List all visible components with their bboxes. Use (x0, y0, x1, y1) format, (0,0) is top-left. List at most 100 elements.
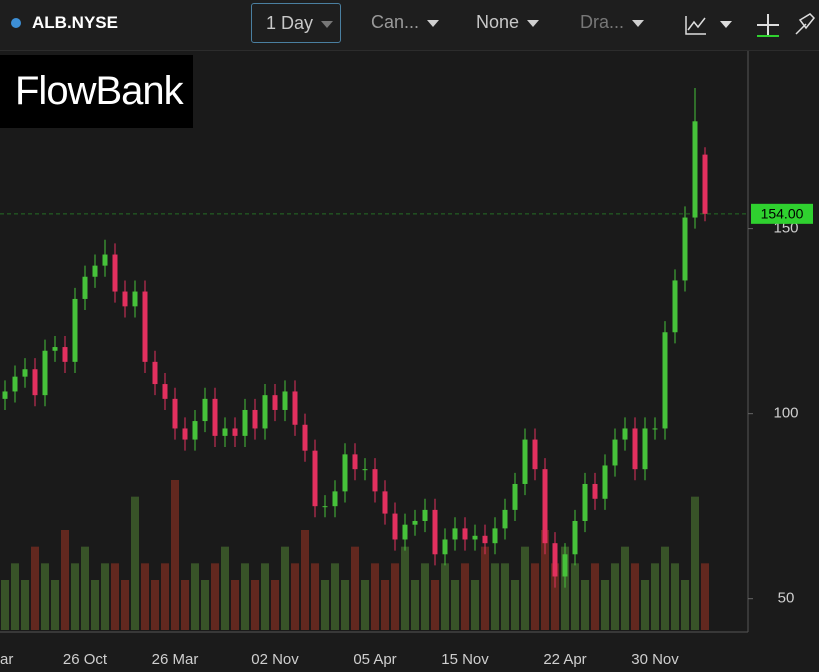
study-icon[interactable] (685, 16, 706, 35)
volume-bar (301, 530, 309, 630)
indicator-menu[interactable]: None (476, 12, 540, 33)
volume-bar (1, 580, 9, 630)
volume-bar (211, 563, 219, 630)
candle-body (52, 347, 58, 351)
volume-bar (21, 580, 29, 630)
volume-bar (521, 546, 529, 630)
candle-body (562, 554, 568, 577)
candle-body (342, 454, 348, 492)
candle-body (32, 369, 38, 396)
candle-body (582, 483, 588, 521)
volume-bar (351, 546, 359, 630)
volume-bar (71, 563, 79, 630)
volume-bar (581, 580, 589, 630)
volume-bar (591, 563, 599, 630)
candle-body (202, 398, 208, 422)
volume-bar (491, 563, 499, 630)
draw-menu[interactable]: Dra... (580, 12, 645, 33)
caret (427, 19, 440, 27)
x-tick-label: 05 Apr (353, 651, 396, 668)
volume-bar (461, 563, 469, 630)
volume-bar (331, 563, 339, 630)
candle-body (182, 428, 188, 440)
candle-body (682, 217, 688, 281)
symbol[interactable]: ALB.NYSE (32, 13, 118, 32)
volume-bar (161, 563, 169, 630)
candle-body (212, 398, 218, 436)
last-value-label: 154.00 (761, 206, 804, 222)
candle-body (452, 528, 458, 540)
candle-body (442, 539, 448, 555)
x-tick-label: 15 Nov (441, 651, 489, 668)
chart-type-menu[interactable]: Can... (371, 12, 440, 33)
volume-bar (481, 546, 489, 630)
volume-bar (121, 580, 129, 630)
candle-body (532, 439, 538, 470)
x-tick-label: 26 Mar (152, 651, 199, 668)
interval-label: 1 Day (266, 13, 314, 33)
volume-bar (561, 546, 569, 630)
candle-body (242, 409, 248, 436)
tools-icon[interactable] (795, 13, 816, 35)
x-tick-label: 26 Oct (63, 651, 108, 668)
volume-bar (701, 563, 709, 630)
candle-body (332, 491, 338, 507)
candle-body (422, 509, 428, 521)
volume-bar (411, 580, 419, 630)
volume-bar (531, 563, 539, 630)
volume-bar (471, 580, 479, 630)
x-tick-label: ar (0, 651, 13, 668)
volume-bar (661, 546, 669, 630)
candle-body (632, 428, 638, 470)
candle-body (482, 535, 488, 544)
candle-body (552, 543, 558, 577)
candle-body (192, 421, 198, 440)
candle-body (472, 535, 478, 540)
candle-body (22, 369, 28, 377)
caret (527, 19, 540, 27)
volume-bar (101, 563, 109, 630)
candle-body (162, 384, 168, 399)
candle-body (592, 483, 598, 499)
interval-button[interactable]: 1 Day (251, 3, 341, 43)
candle-body (382, 491, 388, 514)
candle-body (152, 361, 158, 385)
caret (321, 20, 334, 28)
candle-body (172, 398, 178, 429)
candle-body (112, 254, 118, 292)
y-tick-label: 50 (778, 590, 795, 607)
candle-body (232, 428, 238, 436)
candle-body (692, 121, 698, 218)
volume-bar (361, 580, 369, 630)
volume-bar (61, 530, 69, 630)
volume-bar (141, 563, 149, 630)
volume-bar (261, 563, 269, 630)
candle-body (282, 391, 288, 410)
candle-body (272, 395, 278, 410)
volume-bar (631, 563, 639, 630)
candle-body (522, 439, 528, 484)
volume-bar (611, 563, 619, 630)
volume-bar (241, 563, 249, 630)
volume-bar (251, 580, 259, 630)
volume-bar (621, 546, 629, 630)
candle-body (652, 428, 658, 430)
candle-body (662, 332, 668, 429)
x-tick-label: 22 Apr (543, 651, 586, 668)
toolbar-icons (685, 13, 816, 37)
volume-bar (371, 563, 379, 630)
candle-body (222, 428, 228, 436)
volume-bar (421, 563, 429, 630)
volume-bar (311, 563, 319, 630)
volume-bar (681, 580, 689, 630)
volume-bar (451, 580, 459, 630)
candle-body (702, 154, 708, 214)
caret (720, 21, 732, 28)
candle-body (672, 280, 678, 333)
volume-bar (191, 563, 199, 630)
x-tick-label: 30 Nov (631, 651, 679, 668)
logo: FlowBank (0, 55, 193, 128)
candle-body (642, 428, 648, 470)
crosshair-icon[interactable] (757, 14, 779, 36)
volume-bar (201, 580, 209, 630)
